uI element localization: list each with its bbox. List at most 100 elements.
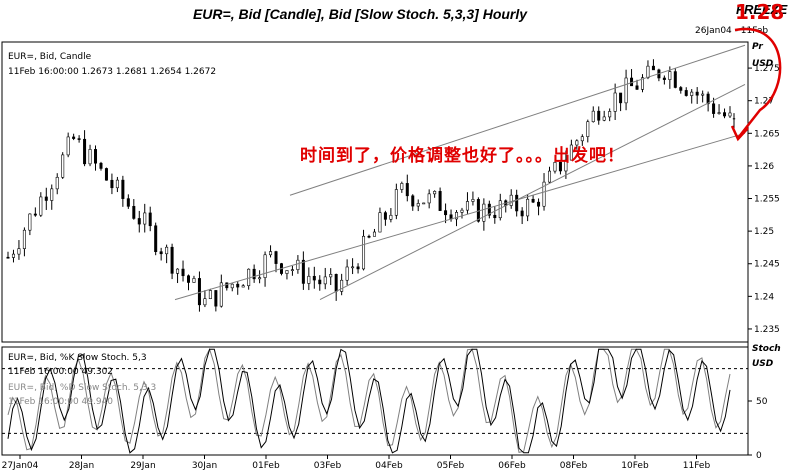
candle-body (547, 170, 551, 183)
stoch-k-line (7, 348, 731, 454)
date-range: 26Jan04 - 11Feb (695, 26, 769, 36)
stoch-axis-unit: USD (752, 359, 774, 369)
candle-body (187, 275, 191, 283)
candle-body (695, 91, 699, 96)
candle-body (422, 202, 426, 205)
candle-body (575, 140, 579, 146)
candle-body (356, 266, 360, 270)
candle-body (455, 212, 459, 220)
candle-body (252, 268, 256, 280)
stoch-panel-frame (1, 346, 749, 456)
x-tick-label: 11Feb (683, 461, 711, 471)
candle-body (640, 77, 644, 90)
candle-body (651, 65, 655, 71)
candle-body (192, 278, 196, 283)
candle-body (509, 194, 513, 206)
candle-body (542, 181, 546, 207)
candle-body (307, 275, 311, 284)
candle-body (241, 285, 245, 288)
candle-body (28, 213, 32, 231)
candle-body (230, 283, 234, 289)
freeze-label[interactable]: FREEZE (736, 2, 788, 17)
last-candle-body (732, 118, 736, 120)
candle-body (400, 183, 404, 190)
candle-body (318, 279, 322, 285)
candle-body (723, 112, 727, 117)
candle-body (444, 210, 448, 216)
candle-body (526, 198, 530, 217)
candle-body (679, 87, 683, 91)
candle-body (148, 212, 152, 227)
candle-body (104, 168, 108, 181)
candle-body (137, 218, 141, 225)
handwritten-note: 1.28 (735, 0, 785, 24)
channel-upper-line (289, 44, 746, 196)
candle-body (668, 71, 672, 80)
candle-body (487, 203, 491, 216)
candle-body (83, 138, 87, 165)
candle-body (225, 282, 229, 289)
candle-body (624, 77, 628, 104)
candle-body (438, 191, 442, 211)
candle-body (181, 268, 185, 277)
candle-body (378, 212, 382, 233)
candle-body (219, 282, 223, 307)
candle-body (712, 103, 716, 114)
candle-body (214, 290, 218, 307)
candle-body (99, 162, 103, 169)
k-series-label: EUR=, Bid, %K Slow Stoch. 5,3 (8, 353, 147, 363)
price-series-label: EUR=, Bid, Candle (8, 52, 92, 62)
x-tick-label: 08Feb (560, 461, 588, 471)
candle-body (236, 283, 240, 288)
price-y-tick-label: 1.25 (754, 227, 774, 237)
price-y-tick-label: 1.265 (754, 129, 780, 139)
x-tick-label: 10Feb (621, 461, 649, 471)
candle-body (121, 179, 125, 199)
annotation-arrowhead (730, 125, 749, 142)
x-tick-label: 06Feb (498, 461, 526, 471)
x-tick-label: 28Jan (69, 461, 94, 471)
candle-body (531, 198, 535, 203)
channel-middle-line (319, 83, 746, 301)
candle-body (427, 193, 431, 204)
candle-body (203, 298, 207, 306)
candle-body (471, 199, 475, 202)
candle-body (482, 203, 486, 222)
candle-body (411, 195, 415, 207)
candle-body (61, 154, 65, 178)
candle-body (66, 136, 70, 156)
price-info-label: 11Feb 16:00:00 1.2673 1.2681 1.2654 1.26… (8, 67, 217, 77)
stoch-y-tick-label: 0 (756, 451, 762, 461)
candle-body (296, 259, 300, 270)
candle-body (389, 214, 393, 220)
candle-body (367, 235, 371, 238)
x-tick-label: 27Jan04 (2, 461, 39, 471)
candle-body (673, 71, 677, 88)
candle-body (564, 159, 568, 172)
candle-body (72, 136, 76, 139)
candle-body (580, 136, 584, 142)
price-y-tick-label: 1.235 (754, 325, 780, 335)
candle-body (274, 251, 278, 264)
candle-body (329, 274, 333, 278)
candle-body (520, 210, 524, 217)
candle-body (6, 256, 10, 259)
stoch-d-line (7, 347, 731, 454)
candle-body (591, 110, 595, 123)
candle-body (176, 268, 180, 274)
x-tick-label: 30Jan (192, 461, 217, 471)
candle-body (159, 251, 163, 255)
candle-body (170, 246, 174, 274)
candle-body (619, 92, 623, 104)
candle-body (208, 290, 212, 299)
candle-body (701, 93, 705, 96)
candle-body (383, 212, 387, 220)
candle-body (416, 203, 420, 207)
candle-body (635, 85, 639, 90)
x-tick-label: 03Feb (314, 461, 342, 471)
annotation-text: 时间到了，价格调整也好了。。。出发吧！ (300, 146, 625, 166)
candle-body (433, 191, 437, 195)
candle-body (553, 162, 557, 172)
candle-body (290, 269, 294, 271)
